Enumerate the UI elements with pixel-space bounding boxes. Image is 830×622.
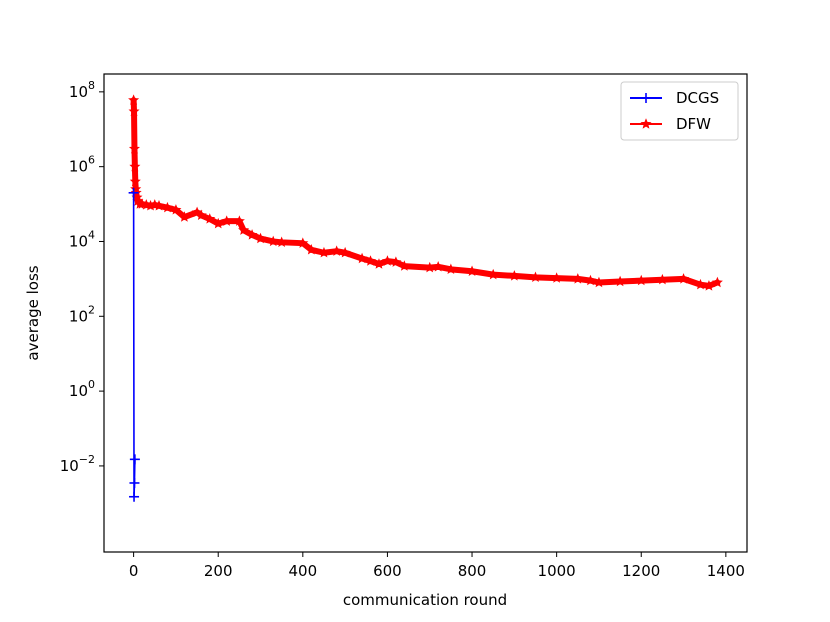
data-point-dfw xyxy=(276,236,288,248)
legend-marker-dcgs-plus xyxy=(641,93,651,103)
data-point-dfw xyxy=(129,160,141,172)
data-point-dfw xyxy=(339,246,351,258)
data-point-dfw xyxy=(318,246,330,258)
data-point-dfw xyxy=(161,201,173,213)
y-tick-label: 106 xyxy=(69,154,95,176)
data-point-dfw xyxy=(129,175,141,187)
y-tick-label: 100 xyxy=(69,378,95,400)
x-tick-label: 600 xyxy=(373,562,402,580)
data-point-dfw xyxy=(390,256,402,267)
data-point-dfw xyxy=(466,265,478,276)
data-point-dfw xyxy=(305,243,317,255)
x-tick-label: 800 xyxy=(458,562,487,580)
series-dcgs xyxy=(128,187,140,502)
data-point-dfw xyxy=(221,215,233,226)
legend: DCGS DFW xyxy=(620,81,739,141)
data-point-dfw xyxy=(551,272,563,283)
data-point-dfw xyxy=(432,261,444,272)
data-point-dfw xyxy=(128,94,140,105)
data-point-dfw xyxy=(246,229,258,240)
data-point-dfw xyxy=(195,209,207,221)
data-point-dfw xyxy=(254,232,267,244)
x-tick-label: 1400 xyxy=(707,562,745,580)
x-tick-label: 200 xyxy=(204,562,233,580)
data-point-dfw xyxy=(212,217,224,229)
data-point-dfw xyxy=(170,204,182,215)
legend-marker-dfw xyxy=(640,118,652,129)
data-point-dfw xyxy=(694,278,706,290)
data-point-dfw xyxy=(128,143,140,154)
data-point-dcgs xyxy=(128,187,139,198)
data-point-dfw xyxy=(238,224,250,235)
x-axis-label: communication round xyxy=(343,591,507,609)
y-tick-label: 104 xyxy=(69,228,95,250)
data-point-dfw xyxy=(529,271,542,283)
data-point-dfw xyxy=(356,252,368,264)
y-axis-label: average loss xyxy=(24,265,42,360)
data-point-dfw xyxy=(373,258,385,269)
series-dfw xyxy=(128,94,723,291)
x-axis-ticks: 0 200 400 600 800 1000 1200 1400 xyxy=(129,552,745,580)
x-tick-label: 1200 xyxy=(622,562,660,580)
data-point-dfw xyxy=(572,273,584,284)
data-point-dfw xyxy=(487,268,499,280)
data-point-dfw xyxy=(267,235,279,247)
data-point-dfw xyxy=(331,245,343,256)
x-tick-label: 0 xyxy=(129,562,139,580)
legend-marker-dcgs xyxy=(641,93,651,103)
data-point-dfw xyxy=(153,199,165,211)
plot-marks xyxy=(128,94,723,502)
y-tick-label: 108 xyxy=(69,79,95,101)
data-point-dfw xyxy=(233,215,245,226)
legend-marker-dfw-star xyxy=(640,118,652,129)
data-point-dfw xyxy=(381,255,393,266)
legend-label-dfw: DFW xyxy=(676,115,711,133)
data-point-dfw xyxy=(128,105,140,117)
plot-area-frame xyxy=(103,73,748,553)
data-point-dfw xyxy=(678,273,690,284)
data-point-dfw xyxy=(614,275,626,287)
data-point-dfw xyxy=(204,213,216,224)
data-point-dfw xyxy=(711,276,723,288)
data-point-dfw xyxy=(445,263,457,275)
legend-label-dcgs: DCGS xyxy=(676,89,719,107)
data-point-dfw xyxy=(593,276,605,288)
y-tick-label: 102 xyxy=(69,303,95,325)
data-point-dfw xyxy=(178,211,190,222)
series-line-dcgs xyxy=(132,192,136,498)
data-point-dcgs xyxy=(129,477,140,488)
data-point-dfw xyxy=(508,270,520,281)
legend-box xyxy=(620,81,739,141)
data-point-dcgs xyxy=(129,491,140,502)
data-point-dfw xyxy=(297,237,309,248)
data-point-dcgs xyxy=(129,454,140,465)
data-point-dfw xyxy=(635,274,647,286)
y-axis-ticks: 10−2 100 102 104 106 108 xyxy=(60,79,104,475)
data-point-dfw xyxy=(703,280,715,291)
data-point-dfw xyxy=(656,273,668,285)
data-point-dfw xyxy=(584,274,597,286)
data-point-dfw xyxy=(398,260,410,271)
y-tick-label: 10−2 xyxy=(60,453,95,475)
x-tick-label: 400 xyxy=(289,562,318,580)
data-point-dfw xyxy=(424,261,436,273)
x-tick-label: 1000 xyxy=(538,562,576,580)
data-point-dfw xyxy=(364,255,377,266)
